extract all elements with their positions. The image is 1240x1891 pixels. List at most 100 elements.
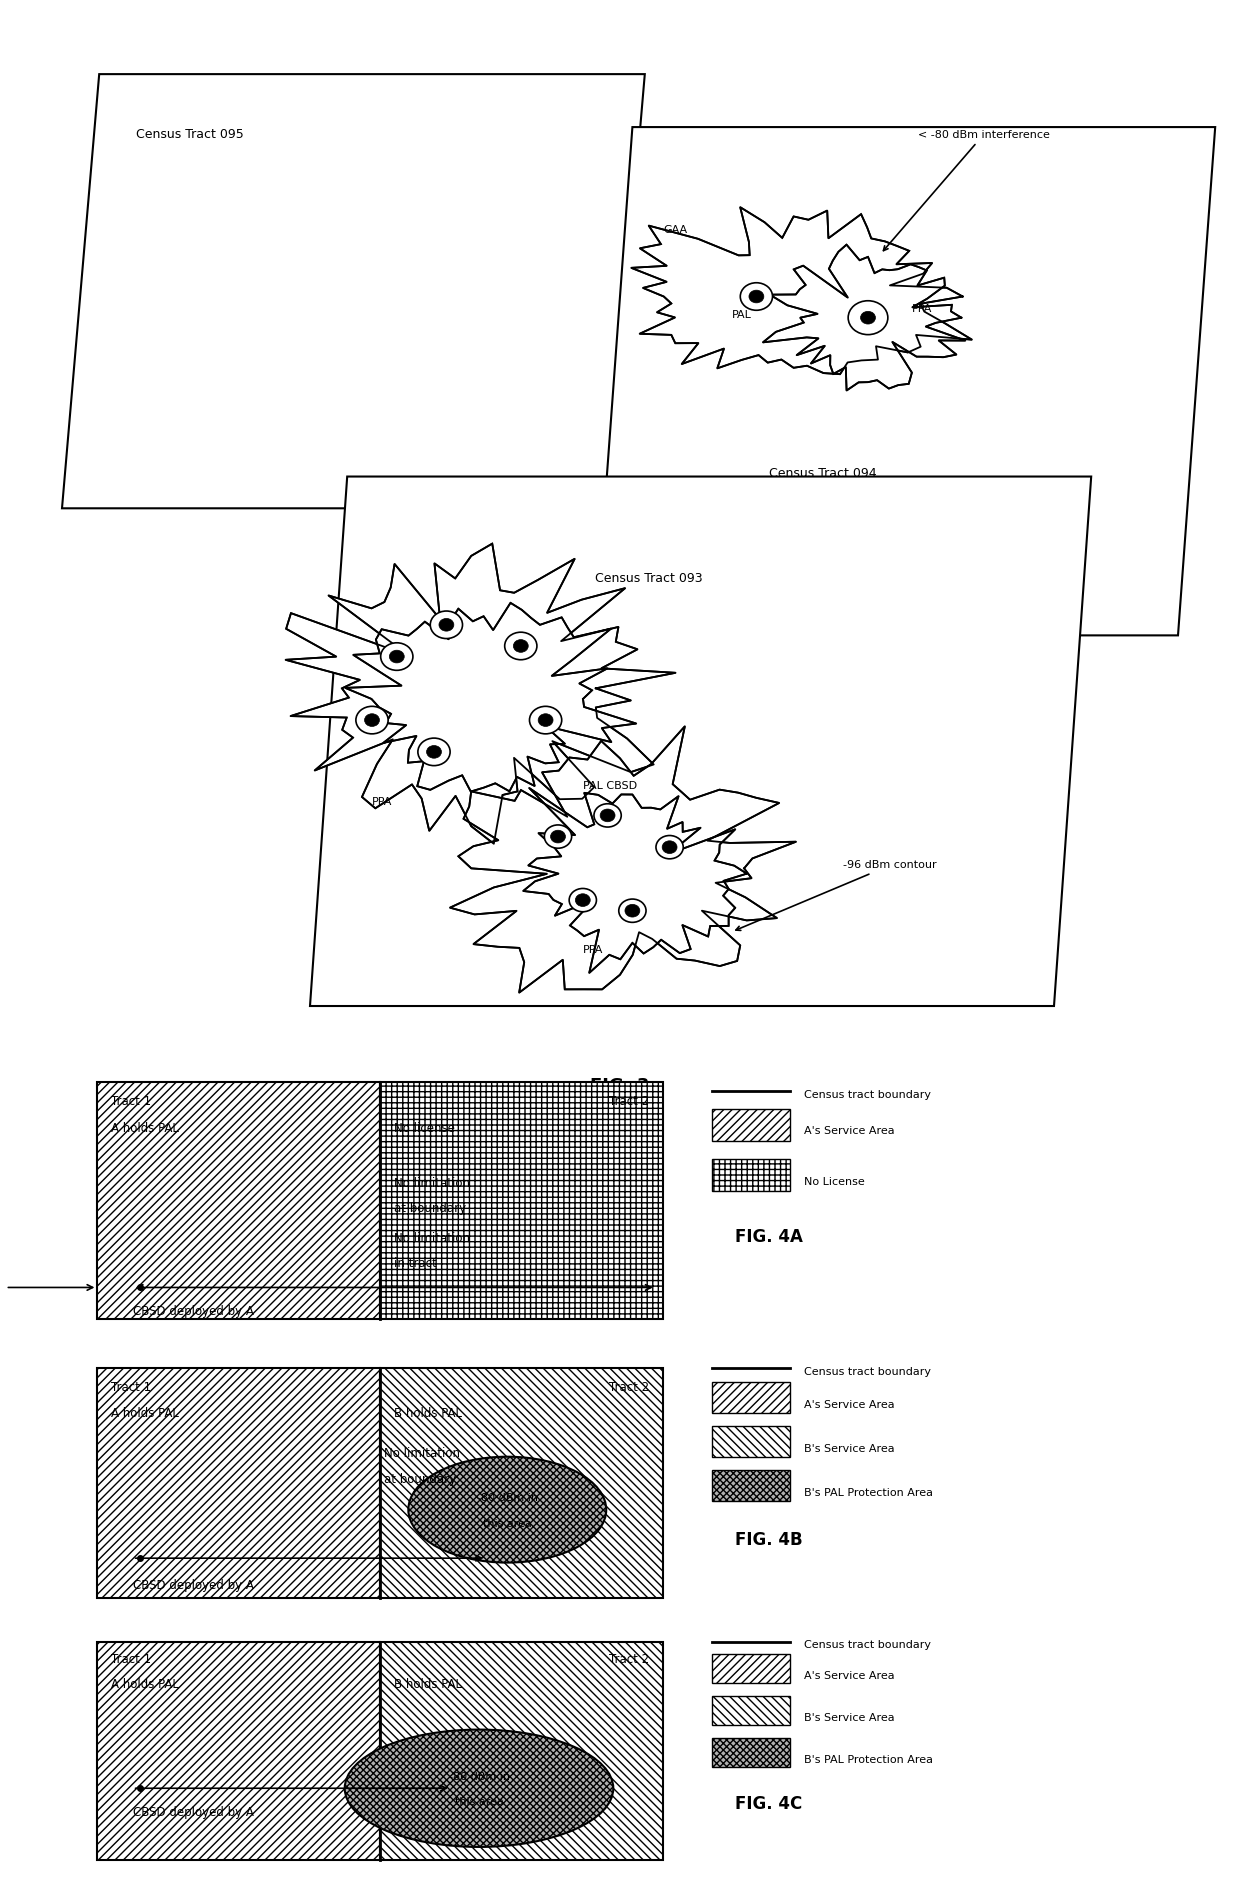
Bar	[97, 1369, 379, 1598]
Circle shape	[439, 618, 454, 632]
Ellipse shape	[408, 1456, 606, 1562]
Circle shape	[594, 804, 621, 826]
Text: Census tract boundary: Census tract boundary	[804, 1089, 931, 1101]
Text: Tract 2: Tract 2	[609, 1095, 649, 1108]
Text: No limitation: No limitation	[394, 1176, 470, 1189]
Bar	[97, 1641, 379, 1859]
Text: FIG. 4B: FIG. 4B	[735, 1532, 802, 1549]
Bar	[97, 1641, 379, 1859]
Bar	[97, 1082, 379, 1320]
Polygon shape	[310, 477, 1091, 1006]
Polygon shape	[62, 74, 645, 509]
Text: A's Service Area: A's Service Area	[804, 1672, 895, 1681]
Circle shape	[656, 836, 683, 859]
Text: A's Service Area: A's Service Area	[804, 1127, 895, 1136]
Text: this area: this area	[482, 1518, 532, 1530]
Text: B's PAL Protection Area: B's PAL Protection Area	[804, 1755, 934, 1764]
Text: Tract 2: Tract 2	[609, 1380, 649, 1394]
Text: B's PAL Protection Area: B's PAL Protection Area	[804, 1488, 934, 1498]
Text: PPA: PPA	[583, 946, 603, 955]
Bar	[712, 1738, 790, 1768]
Circle shape	[365, 713, 379, 726]
Bar	[379, 1641, 662, 1859]
Bar	[712, 1426, 790, 1456]
Text: A holds PAL: A holds PAL	[112, 1677, 180, 1691]
Circle shape	[619, 898, 646, 923]
Polygon shape	[285, 543, 676, 843]
Text: PPA: PPA	[372, 796, 392, 807]
Circle shape	[848, 301, 888, 335]
Text: A holds PAL: A holds PAL	[112, 1407, 180, 1420]
Text: FIG. 4A: FIG. 4A	[735, 1227, 802, 1246]
Text: Census Tract 095: Census Tract 095	[136, 129, 244, 140]
Text: FIG. 4C: FIG. 4C	[735, 1795, 802, 1813]
Text: No limitation: No limitation	[394, 1231, 470, 1244]
Ellipse shape	[345, 1730, 614, 1848]
Circle shape	[551, 830, 565, 843]
Polygon shape	[763, 244, 966, 391]
Text: PPA: PPA	[911, 304, 931, 314]
Polygon shape	[631, 208, 972, 374]
Circle shape	[389, 651, 404, 664]
Text: -80 dBm in: -80 dBm in	[477, 1492, 538, 1503]
Circle shape	[381, 643, 413, 669]
Text: B holds PAL: B holds PAL	[394, 1407, 463, 1420]
Text: Tract 2: Tract 2	[609, 1653, 649, 1666]
Circle shape	[575, 894, 590, 906]
Bar	[379, 1641, 662, 1859]
Circle shape	[513, 639, 528, 652]
Text: B holds PAL: B holds PAL	[394, 1677, 463, 1691]
Circle shape	[861, 312, 875, 323]
Bar	[712, 1696, 790, 1725]
Circle shape	[740, 284, 773, 310]
Bar	[712, 1110, 790, 1142]
Polygon shape	[450, 726, 796, 993]
Text: PAL CBSD: PAL CBSD	[583, 781, 637, 790]
Circle shape	[430, 611, 463, 639]
Circle shape	[505, 632, 537, 660]
Text: No limitation: No limitation	[383, 1447, 460, 1460]
Text: Census Tract 094: Census Tract 094	[769, 467, 877, 480]
Text: B's Service Area: B's Service Area	[804, 1445, 895, 1454]
Text: Census tract boundary: Census tract boundary	[804, 1639, 931, 1649]
Text: B's Service Area: B's Service Area	[804, 1713, 895, 1723]
Text: Tract 1: Tract 1	[112, 1653, 151, 1666]
Text: < -80 dBm interference: < -80 dBm interference	[883, 130, 1049, 252]
Circle shape	[529, 707, 562, 734]
Text: Census Tract 093: Census Tract 093	[595, 573, 703, 586]
Text: PAL: PAL	[732, 310, 751, 320]
Text: A holds PAL: A holds PAL	[112, 1121, 180, 1135]
Circle shape	[538, 713, 553, 726]
Bar	[379, 1369, 662, 1598]
Text: GAA: GAA	[663, 225, 687, 234]
Bar	[712, 1655, 790, 1683]
Text: No license: No license	[394, 1121, 455, 1135]
Text: Tract 1: Tract 1	[112, 1380, 151, 1394]
Circle shape	[356, 707, 388, 734]
Bar	[97, 1082, 379, 1320]
Circle shape	[662, 841, 677, 853]
Circle shape	[427, 745, 441, 758]
Circle shape	[544, 824, 572, 849]
Text: CBSD deployed by A: CBSD deployed by A	[133, 1305, 253, 1318]
Text: CBSD deployed by A: CBSD deployed by A	[133, 1806, 253, 1819]
Bar	[712, 1382, 790, 1413]
Text: -96 dBm contour: -96 dBm contour	[735, 860, 937, 930]
Text: No License: No License	[804, 1176, 864, 1188]
Text: at boundary: at boundary	[383, 1473, 456, 1486]
Bar	[712, 1469, 790, 1501]
Circle shape	[600, 809, 615, 823]
Text: this area: this area	[455, 1796, 503, 1808]
Bar	[712, 1159, 790, 1191]
Text: Tract 1: Tract 1	[112, 1095, 151, 1108]
Text: FIG. 3: FIG. 3	[590, 1076, 650, 1095]
Text: A's Service Area: A's Service Area	[804, 1399, 895, 1411]
Bar	[379, 1082, 662, 1320]
Text: -80 dBm in: -80 dBm in	[449, 1772, 510, 1781]
Polygon shape	[523, 789, 746, 974]
Bar	[379, 1082, 662, 1320]
Circle shape	[418, 737, 450, 766]
Bar	[97, 1369, 379, 1598]
Circle shape	[569, 889, 596, 911]
Polygon shape	[345, 603, 636, 792]
